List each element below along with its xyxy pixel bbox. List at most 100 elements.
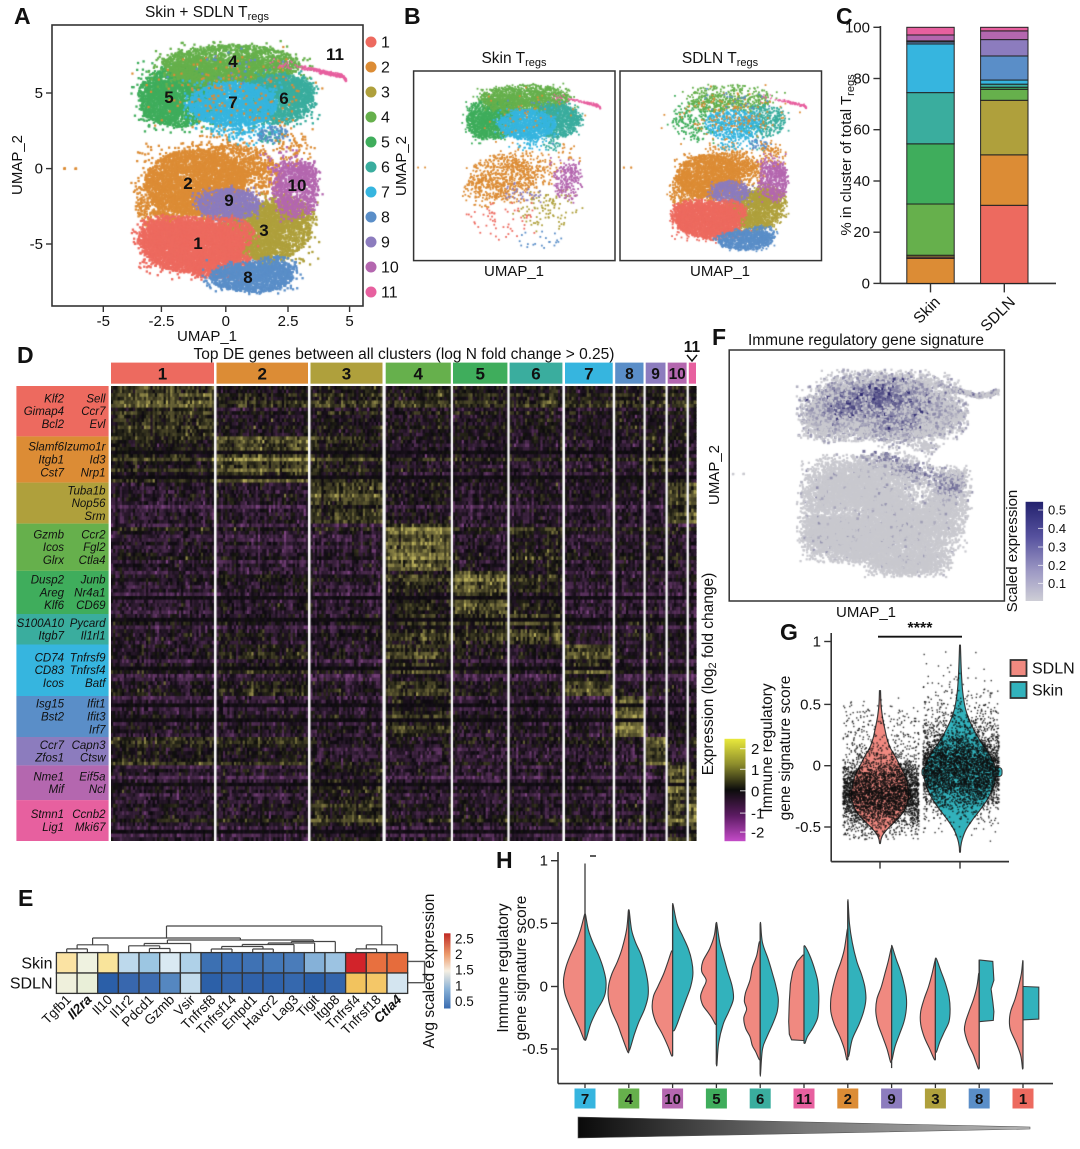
svg-text:Nme1: Nme1 — [33, 771, 64, 783]
svg-text:7: 7 — [228, 93, 237, 112]
svg-text:9: 9 — [887, 1091, 895, 1108]
svg-text:5: 5 — [712, 1091, 720, 1108]
svg-text:-2.5: -2.5 — [148, 313, 174, 330]
svg-text:Isg15: Isg15 — [36, 699, 65, 711]
svg-text:Ctla4: Ctla4 — [79, 555, 106, 567]
svg-text:UMAP_1: UMAP_1 — [484, 263, 544, 280]
svg-text:4: 4 — [625, 1091, 634, 1108]
svg-text:0: 0 — [813, 758, 821, 775]
svg-text:CD74: CD74 — [35, 653, 64, 665]
svg-text:0.5: 0.5 — [1048, 503, 1066, 518]
svg-text:-0.5: -0.5 — [522, 1041, 548, 1058]
svg-text:2: 2 — [844, 1091, 852, 1108]
svg-text:4: 4 — [381, 110, 390, 127]
svg-text:9: 9 — [224, 191, 233, 210]
svg-text:Ccr7: Ccr7 — [40, 740, 65, 752]
svg-text:Skin Tregs: Skin Tregs — [481, 50, 547, 69]
svg-text:7: 7 — [584, 365, 593, 384]
svg-text:Evl: Evl — [90, 419, 106, 431]
svg-text:8: 8 — [243, 268, 252, 287]
svg-text:3: 3 — [259, 221, 268, 240]
svg-text:Fgl2: Fgl2 — [83, 542, 106, 554]
svg-text:Immune regulatory: Immune regulatory — [495, 903, 512, 1032]
svg-text:Junb: Junb — [80, 575, 107, 587]
svg-text:Icos: Icos — [43, 542, 64, 554]
svg-text:3: 3 — [342, 365, 351, 384]
svg-text:B: B — [404, 3, 421, 29]
svg-text:Dusp2: Dusp2 — [31, 575, 65, 587]
svg-text:-5: -5 — [30, 236, 43, 253]
svg-text:Tnfrsf4: Tnfrsf4 — [70, 665, 106, 677]
svg-text:Ncl: Ncl — [89, 784, 106, 796]
svg-text:G: G — [780, 619, 798, 645]
svg-text:S100A10: S100A10 — [17, 618, 65, 630]
svg-text:5: 5 — [35, 85, 43, 102]
svg-text:Ifit3: Ifit3 — [87, 712, 106, 724]
svg-text:2: 2 — [381, 60, 390, 77]
svg-text:Itgb7: Itgb7 — [38, 631, 64, 643]
svg-text:0: 0 — [35, 161, 43, 178]
svg-text:H: H — [496, 847, 513, 873]
svg-text:0: 0 — [540, 979, 548, 996]
svg-text:8: 8 — [975, 1091, 983, 1108]
svg-text:-1: -1 — [751, 806, 764, 823]
svg-text:1: 1 — [455, 978, 463, 993]
svg-text:Nr4a1: Nr4a1 — [74, 588, 105, 600]
svg-text:40: 40 — [853, 173, 870, 190]
svg-text:Mif: Mif — [49, 784, 66, 796]
svg-text:Gimap4: Gimap4 — [24, 406, 64, 418]
svg-text:0.1: 0.1 — [1048, 576, 1066, 591]
svg-text:11: 11 — [684, 339, 701, 356]
svg-text:UMAP_2: UMAP_2 — [706, 445, 723, 505]
svg-text:4: 4 — [228, 52, 238, 71]
svg-text:-2: -2 — [751, 825, 764, 842]
svg-text:SDLN: SDLN — [978, 294, 1019, 335]
svg-text:6: 6 — [381, 160, 390, 177]
svg-text:UMAP_1: UMAP_1 — [836, 604, 896, 621]
svg-text:Immune regulatory: Immune regulatory — [759, 683, 776, 812]
svg-text:A: A — [14, 3, 31, 29]
svg-text:20: 20 — [853, 224, 870, 241]
svg-text:7: 7 — [581, 1091, 589, 1108]
svg-text:Nop56: Nop56 — [72, 498, 106, 510]
svg-text:Stmn1: Stmn1 — [31, 809, 64, 821]
svg-text:Skin: Skin — [21, 955, 52, 972]
svg-text:CD69: CD69 — [76, 600, 106, 612]
svg-text:0.4: 0.4 — [1048, 521, 1066, 536]
svg-text:Ccr7: Ccr7 — [81, 406, 106, 418]
svg-text:Ccnb2: Ccnb2 — [72, 809, 106, 821]
svg-text:Lig1: Lig1 — [42, 822, 64, 834]
svg-text:10: 10 — [669, 366, 686, 383]
svg-text:gene signature score: gene signature score — [777, 676, 794, 821]
svg-text:Mki67: Mki67 — [75, 822, 106, 834]
svg-text:7: 7 — [381, 185, 390, 202]
svg-text:100: 100 — [845, 19, 870, 36]
svg-text:8: 8 — [381, 210, 390, 227]
svg-text:Nrp1: Nrp1 — [81, 467, 106, 479]
svg-text:SDLN: SDLN — [1032, 661, 1075, 678]
svg-text:8: 8 — [625, 366, 634, 383]
svg-text:9: 9 — [651, 366, 660, 383]
svg-text:UMAP_1: UMAP_1 — [690, 263, 750, 280]
svg-text:Skin: Skin — [910, 294, 943, 327]
svg-text:Slamf6: Slamf6 — [28, 442, 64, 454]
svg-text:Ctsw: Ctsw — [80, 753, 106, 765]
svg-text:0.5: 0.5 — [800, 696, 821, 713]
svg-text:C: C — [836, 3, 853, 29]
svg-text:11: 11 — [381, 285, 398, 302]
svg-text:5: 5 — [164, 88, 173, 107]
svg-text:2: 2 — [455, 947, 463, 962]
svg-text:0: 0 — [751, 783, 759, 800]
svg-text:SDLN: SDLN — [10, 976, 53, 993]
svg-text:5: 5 — [475, 365, 484, 384]
svg-text:Skin + SDLN Tregs: Skin + SDLN Tregs — [145, 4, 270, 23]
svg-text:Top DE genes between all clust: Top DE genes between all clusters (log N… — [194, 346, 615, 363]
svg-text:-0.5: -0.5 — [795, 819, 821, 836]
svg-text:Sell: Sell — [86, 393, 106, 405]
svg-text:Klf6: Klf6 — [44, 600, 64, 612]
svg-text:Bcl2: Bcl2 — [42, 419, 65, 431]
svg-text:Klf2: Klf2 — [44, 393, 64, 405]
svg-text:2.5: 2.5 — [278, 313, 299, 330]
svg-text:2: 2 — [257, 365, 266, 384]
svg-text:1: 1 — [381, 35, 390, 52]
